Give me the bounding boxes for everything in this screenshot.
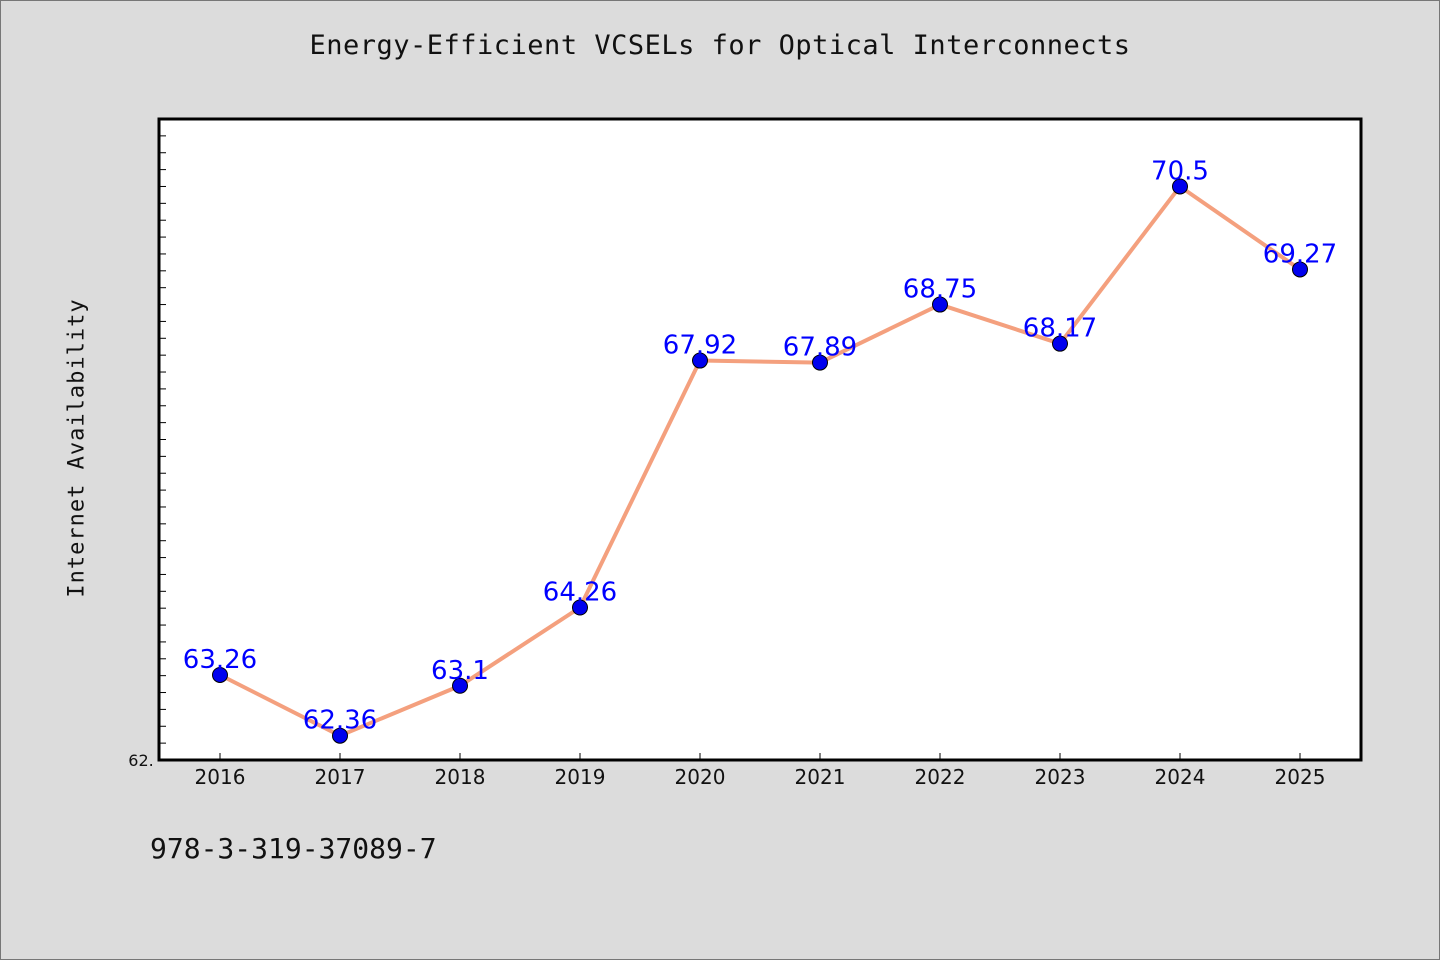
data-point xyxy=(452,677,468,694)
data-label: 62.36 xyxy=(303,706,377,736)
x-tick-label: 2016 xyxy=(195,765,246,789)
data-label: 70.5 xyxy=(1151,156,1209,186)
x-axis-ticks: 2016 2017 2018 2019 2020 2021 2022 2023 2024 2025 xyxy=(195,753,1326,789)
y-tick-label: 62. xyxy=(128,751,153,770)
y-axis-ticks xyxy=(159,118,166,761)
data-label: 68.17 xyxy=(1023,314,1097,344)
x-tick-label: 2018 xyxy=(435,765,486,789)
x-tick-label: 2021 xyxy=(795,765,846,789)
data-label: 68.75 xyxy=(903,275,977,305)
plot-area xyxy=(157,117,1363,762)
data-point xyxy=(572,599,588,616)
data-point xyxy=(692,352,708,369)
x-tick-label: 2019 xyxy=(555,765,606,789)
x-tick-label: 2017 xyxy=(315,765,366,789)
data-label: 69.27 xyxy=(1263,239,1337,269)
data-point xyxy=(332,727,348,744)
data-point xyxy=(1172,178,1188,195)
chart-title: Energy-Efficient VCSELs for Optical Inte… xyxy=(309,30,1131,61)
x-tick-label: 2023 xyxy=(1035,765,1086,789)
data-point xyxy=(932,296,948,313)
x-tick-label: 2024 xyxy=(1155,765,1206,789)
data-point xyxy=(1052,335,1068,352)
x-tick-label: 2022 xyxy=(915,765,966,789)
data-label: 63.26 xyxy=(183,645,257,675)
isbn-text: 978-3-319-37089-7 xyxy=(150,832,437,865)
data-label: 63.1 xyxy=(431,656,489,686)
data-point xyxy=(212,666,228,683)
x-tick-label: 2020 xyxy=(675,765,726,789)
data-label: 67.89 xyxy=(783,333,857,363)
series-line xyxy=(218,184,1302,738)
series-group: 63.26 62.36 63.1 64.26 67.92 67.89 68.75 68.17 7… xyxy=(183,156,1337,744)
data-label: 67.92 xyxy=(663,331,737,361)
data-point xyxy=(812,354,828,371)
x-tick-label: 2025 xyxy=(1275,765,1326,789)
data-label: 64.26 xyxy=(543,578,617,608)
data-point xyxy=(1292,261,1308,278)
